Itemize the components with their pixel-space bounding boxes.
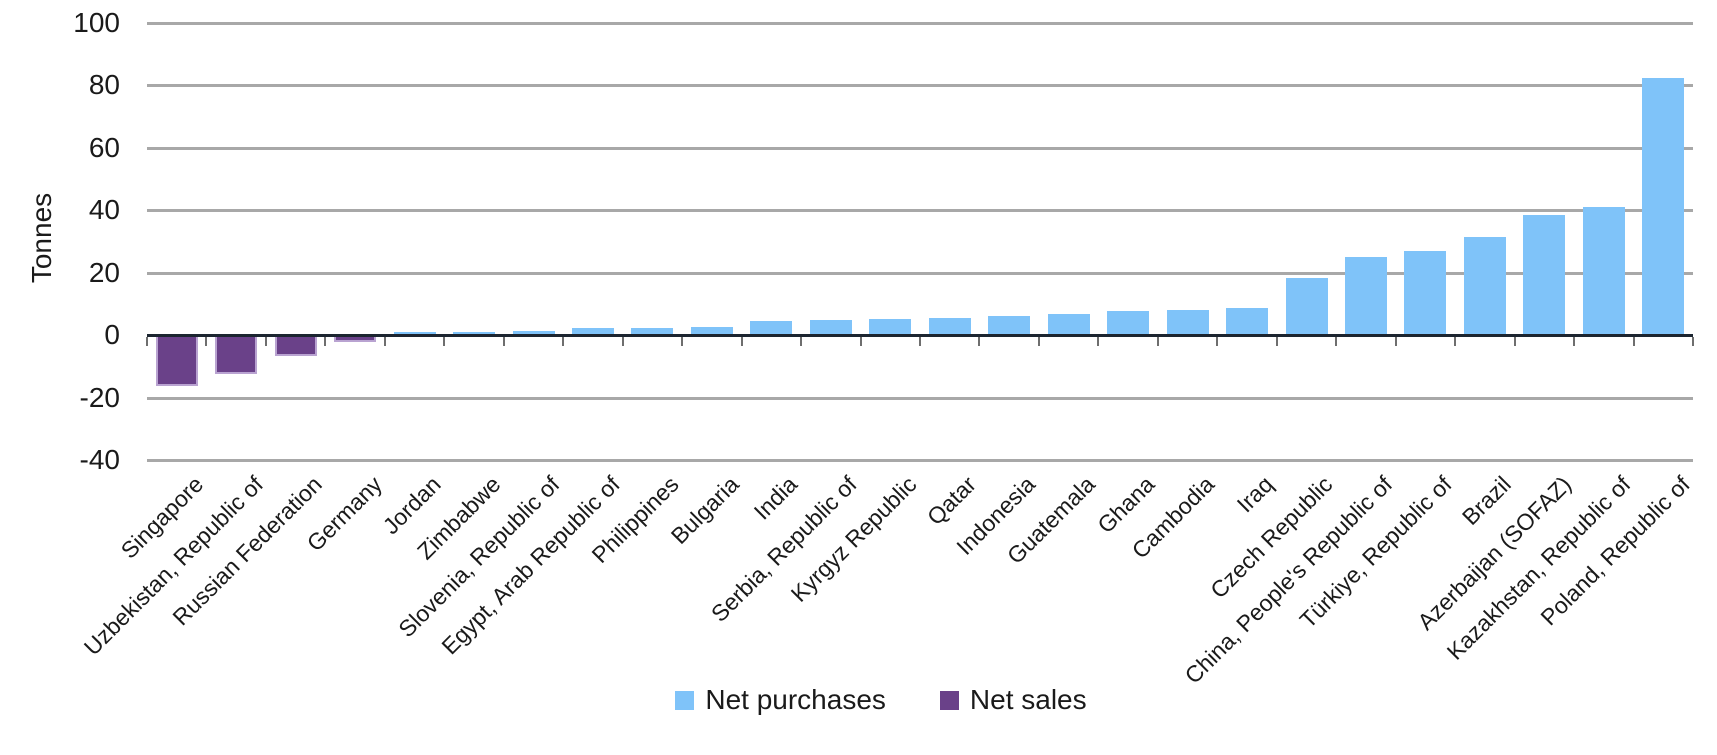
y-tick-label-20: 20 bbox=[88, 256, 120, 288]
x-tick-mark bbox=[1275, 337, 1278, 346]
gridline-40 bbox=[147, 209, 1693, 212]
gridline-60 bbox=[147, 146, 1693, 150]
x-tick-mark bbox=[146, 337, 148, 346]
x-tick-mark bbox=[1632, 337, 1635, 346]
x-tick-mark bbox=[1156, 337, 1159, 346]
x-tick-mark bbox=[205, 337, 208, 346]
bar-poland-republic-of bbox=[1642, 78, 1685, 335]
gridline--40 bbox=[147, 459, 1693, 462]
x-tick-mark bbox=[1335, 337, 1338, 346]
bar-ghana bbox=[1107, 310, 1150, 335]
x-tick-mark bbox=[1394, 337, 1397, 346]
bar-uzbekistan-republic-of bbox=[215, 336, 258, 374]
y-tick-label-80: 80 bbox=[88, 69, 120, 100]
x-axis-label-iraq: Iraq bbox=[1232, 471, 1279, 518]
x-tick-mark bbox=[681, 337, 684, 346]
bar-azerbaijan-sofaz bbox=[1523, 214, 1566, 335]
x-tick-mark bbox=[740, 337, 743, 346]
x-tick-mark bbox=[978, 337, 981, 346]
x-tick-mark bbox=[621, 337, 624, 346]
x-tick-mark bbox=[1692, 337, 1694, 346]
bar-egypt-arab-republic-of bbox=[571, 328, 614, 335]
bar-guatemala bbox=[1047, 313, 1090, 335]
gridline--20 bbox=[147, 396, 1693, 400]
x-tick-mark bbox=[1513, 337, 1516, 346]
legend-item-net-purchases: Net purchases bbox=[675, 684, 886, 716]
x-tick-mark bbox=[1573, 337, 1576, 346]
x-tick-mark bbox=[919, 337, 921, 346]
gridline-100 bbox=[147, 21, 1693, 25]
bar-germany bbox=[334, 336, 377, 343]
bar-serbia-republic-of bbox=[809, 320, 852, 335]
bar-philippines bbox=[631, 327, 674, 335]
x-tick-mark bbox=[859, 337, 862, 346]
bar-cambodia bbox=[1166, 309, 1209, 335]
x-axis-line bbox=[147, 334, 1693, 337]
bar-slovenia-republic-of bbox=[512, 330, 555, 335]
legend: Net purchases Net sales bbox=[0, 684, 1717, 716]
y-tick-label-60: 60 bbox=[88, 131, 120, 163]
bar-india bbox=[750, 321, 793, 335]
x-tick-mark bbox=[324, 337, 327, 346]
net-sales-swatch-icon bbox=[939, 690, 959, 710]
y-tick-label--40: -40 bbox=[79, 444, 120, 475]
x-tick-mark bbox=[1454, 337, 1457, 346]
x-tick-mark bbox=[502, 337, 505, 346]
bar-brazil bbox=[1463, 236, 1506, 335]
bar-zimbabwe bbox=[453, 331, 496, 335]
bar-jordan bbox=[393, 331, 436, 335]
x-tick-mark bbox=[264, 337, 267, 346]
net-sales-label: Net sales bbox=[969, 684, 1087, 715]
x-tick-mark bbox=[1037, 337, 1040, 346]
net-purchases-swatch-icon bbox=[675, 690, 695, 710]
bar-t-rkiye-republic-of bbox=[1404, 250, 1447, 335]
x-tick-mark bbox=[1216, 337, 1219, 346]
bar-kazakhstan-republic-of bbox=[1582, 206, 1625, 335]
bar-singapore bbox=[155, 336, 198, 386]
y-tick-label--20: -20 bbox=[79, 381, 120, 413]
bar-china-people-s-republic-of bbox=[1344, 256, 1387, 335]
bar-czech-republic bbox=[1285, 278, 1328, 335]
x-tick-mark bbox=[800, 337, 803, 346]
y-tick-label-0: 0 bbox=[104, 319, 120, 350]
bar-qatar bbox=[928, 317, 971, 335]
bar-bulgaria bbox=[690, 327, 733, 335]
bar-russian-federation bbox=[274, 336, 317, 357]
gridline-20 bbox=[147, 271, 1693, 275]
net-purchases-label: Net purchases bbox=[705, 684, 886, 715]
bar-kyrgyz-republic bbox=[869, 319, 912, 335]
gridline-80 bbox=[147, 84, 1693, 87]
y-tick-label-100: 100 bbox=[73, 6, 120, 38]
y-tick-label-40: 40 bbox=[88, 194, 120, 225]
x-tick-mark bbox=[443, 337, 446, 346]
bar-indonesia bbox=[988, 315, 1031, 335]
x-tick-mark bbox=[562, 337, 565, 346]
bar-iraq bbox=[1226, 308, 1269, 335]
legend-item-net-sales: Net sales bbox=[939, 684, 1087, 716]
x-tick-mark bbox=[1097, 337, 1100, 346]
x-tick-mark bbox=[383, 337, 386, 346]
